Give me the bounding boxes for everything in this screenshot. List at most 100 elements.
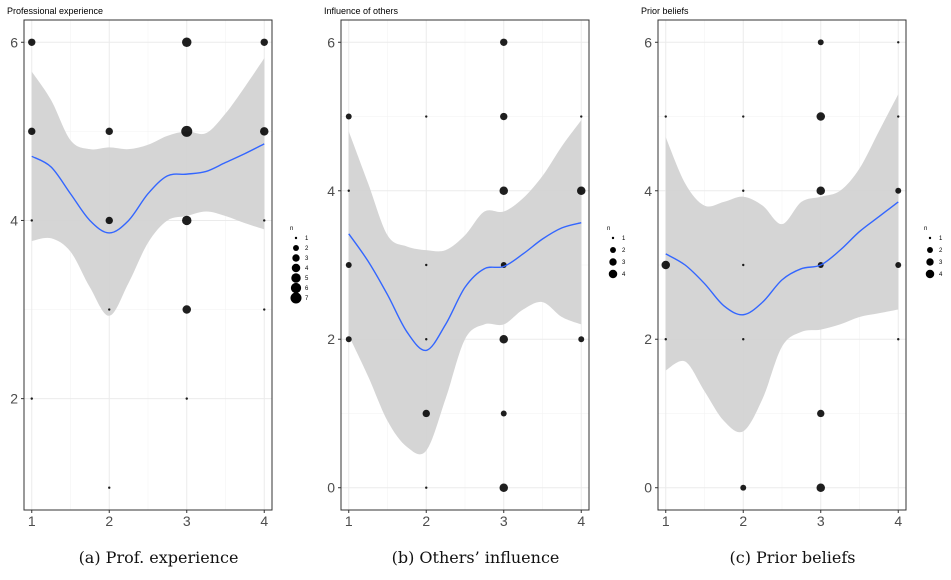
legend-key — [610, 247, 616, 253]
x-tick-label: 1 — [28, 513, 36, 529]
legend-key — [291, 273, 301, 283]
data-point — [499, 483, 508, 492]
y-tick-label: 2 — [644, 331, 652, 347]
plot-border — [657, 19, 907, 511]
data-point — [345, 336, 352, 343]
legend-key — [926, 258, 934, 266]
caption-prior-beliefs: (c) Prior beliefs — [729, 548, 856, 567]
caption-prof-experience: (a) Prof. experience — [78, 548, 239, 567]
confidence-ribbon — [31, 58, 265, 316]
data-point — [105, 127, 113, 136]
chart-professional-experience: Professional experience 1 2 3 4 2 4 6 n 1 2 3 4 5 6 7 — [7, 6, 309, 529]
y-tick-label: 6 — [327, 34, 335, 50]
data-point — [742, 189, 745, 192]
data-point — [897, 41, 900, 44]
chart-title: Professional experience — [7, 6, 103, 16]
smooth-line — [31, 143, 265, 234]
data-point — [499, 334, 508, 344]
data-point — [347, 189, 350, 192]
data-point — [30, 219, 33, 222]
data-point — [816, 483, 825, 492]
legend-key — [928, 236, 932, 240]
y-tick-label: 2 — [327, 331, 335, 347]
data-point — [742, 115, 745, 118]
data-point — [105, 216, 113, 225]
data-point — [260, 38, 268, 46]
data-point — [895, 187, 902, 194]
legend-label: 6 — [305, 286, 309, 292]
legend-label: 1 — [939, 236, 943, 242]
smooth-line — [348, 222, 582, 352]
x-tick-label: 4 — [260, 513, 268, 529]
data-point — [182, 37, 192, 47]
x-tick-label: 1 — [345, 513, 353, 529]
legend-key — [293, 245, 299, 251]
x-tick-label: 1 — [662, 513, 670, 529]
legend-label: 3 — [305, 256, 309, 262]
x-tick-label: 3 — [500, 513, 508, 529]
legend-label: 1 — [305, 236, 309, 242]
chart-title: Influence of others — [324, 6, 399, 16]
legend-key — [609, 258, 617, 266]
legend-key — [291, 263, 301, 273]
data-point — [500, 38, 508, 46]
legend-label: 4 — [939, 272, 943, 278]
x-tick-label: 3 — [183, 513, 191, 529]
data-point — [664, 338, 667, 341]
size-legend: n 1 2 3 4 5 6 7 — [290, 226, 309, 304]
data-point — [422, 409, 430, 418]
legend-title: n — [290, 226, 293, 232]
data-point — [30, 397, 33, 400]
data-point — [661, 260, 670, 270]
legend-label: 3 — [939, 260, 943, 266]
confidence-ribbon — [665, 94, 899, 433]
y-tick-label: 4 — [327, 183, 335, 199]
chart-title: Prior beliefs — [641, 6, 689, 16]
data-point — [108, 308, 111, 311]
data-point — [816, 112, 825, 121]
plot-border — [340, 19, 590, 511]
plot-border — [23, 19, 273, 511]
y-tick-label: 6 — [10, 34, 18, 50]
legend-key — [294, 236, 298, 240]
data-point — [816, 186, 825, 196]
data-point — [500, 112, 508, 121]
caption-others-influence: (b) Others’ influence — [391, 548, 560, 567]
legend-label: 1 — [622, 236, 626, 242]
size-legend: n 1 2 3 4 — [607, 226, 626, 279]
data-point — [425, 115, 428, 118]
data-point — [182, 215, 192, 226]
y-tick-label: 2 — [10, 391, 18, 407]
legend-key — [608, 269, 618, 279]
data-point — [108, 486, 111, 489]
legend-key — [925, 269, 935, 279]
x-tick-label: 3 — [817, 513, 825, 529]
legend-title: n — [924, 226, 927, 232]
x-tick-label: 2 — [422, 513, 430, 529]
panel-professional-experience: Professional experience 1 2 3 4 2 4 6 n 1 2 3 4 5 6 7 (… — [0, 0, 317, 580]
legend-label: 7 — [305, 296, 309, 302]
legend-key — [290, 282, 302, 294]
legend-label: 4 — [622, 272, 626, 278]
data-point — [425, 263, 428, 267]
legend-label: 3 — [622, 260, 626, 266]
data-point — [260, 127, 269, 136]
data-point — [500, 410, 507, 417]
panel-influence-of-others: Influence of others 1 2 3 4 0 2 4 6 n 1 2 3 4 (b) Oth… — [317, 0, 634, 580]
data-point — [28, 127, 36, 136]
smooth-line — [665, 201, 899, 316]
data-point — [182, 305, 191, 314]
y-tick-label: 0 — [644, 480, 652, 496]
data-point — [425, 338, 428, 341]
data-point — [580, 115, 583, 118]
size-legend: n 1 2 3 4 — [924, 226, 943, 279]
data-point — [897, 115, 900, 118]
legend-label: 2 — [622, 248, 626, 254]
data-point — [181, 125, 193, 137]
data-point — [28, 38, 36, 46]
data-point — [817, 409, 825, 418]
y-tick-label: 4 — [10, 212, 18, 228]
data-point — [742, 338, 745, 341]
legend-label: 2 — [939, 248, 943, 254]
data-point — [185, 397, 188, 400]
